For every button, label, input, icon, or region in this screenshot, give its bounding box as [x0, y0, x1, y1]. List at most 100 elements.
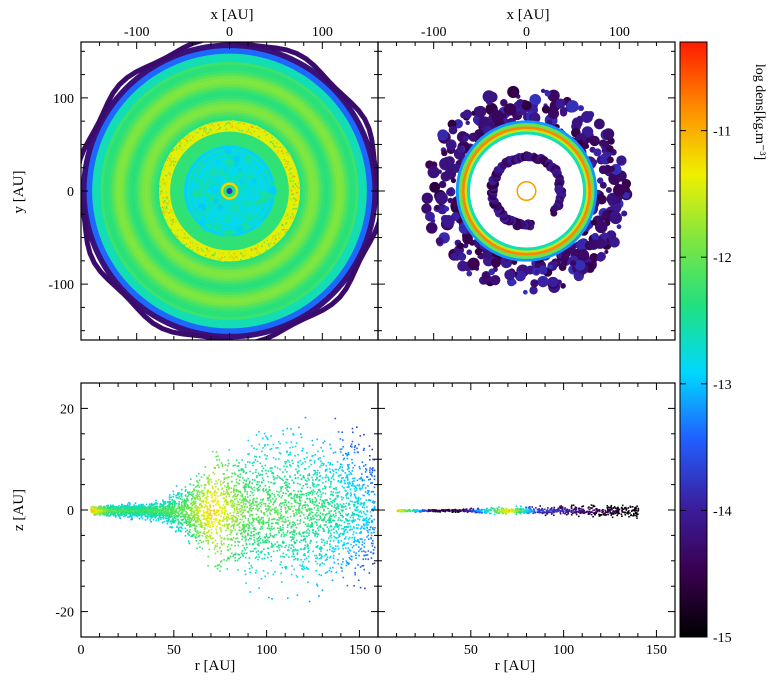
- particle: [277, 509, 279, 511]
- particle: [261, 465, 263, 468]
- cavity-clump: [221, 198, 226, 203]
- particle: [356, 479, 359, 482]
- particle: [211, 500, 213, 502]
- particle: [269, 499, 272, 501]
- ring-particle: [277, 149, 280, 152]
- particle: [263, 513, 266, 516]
- halo-clump: [622, 192, 630, 200]
- panel-bottom-left-plot: [90, 416, 376, 603]
- particle: [308, 473, 311, 475]
- cavity-clump: [199, 218, 207, 226]
- particle: [371, 469, 374, 472]
- particle: [245, 543, 248, 546]
- particle: [332, 555, 335, 557]
- particle: [329, 540, 332, 542]
- particle: [193, 489, 196, 492]
- ring-particle: [189, 237, 191, 240]
- particle: [191, 499, 193, 501]
- particle: [358, 511, 361, 513]
- particle: [203, 518, 206, 521]
- particle: [307, 549, 310, 552]
- particle: [363, 433, 365, 436]
- particle: [153, 509, 156, 512]
- particle: [370, 538, 373, 540]
- particle: [361, 478, 364, 481]
- particle: [248, 507, 251, 510]
- particle: [335, 512, 337, 514]
- particle: [255, 434, 258, 436]
- particle: [183, 498, 186, 501]
- particle: [103, 511, 105, 514]
- particle: [199, 497, 201, 500]
- particle: [267, 525, 270, 527]
- particle: [345, 547, 347, 549]
- ring-particle: [265, 136, 268, 139]
- particle: [150, 521, 152, 523]
- particle: [237, 482, 239, 485]
- particle: [114, 511, 116, 513]
- particle: [196, 547, 198, 550]
- particle: [321, 589, 324, 591]
- particle: [300, 433, 302, 435]
- particle: [266, 455, 268, 457]
- particle: [266, 437, 268, 439]
- particle: [226, 489, 228, 491]
- particle: [140, 512, 142, 514]
- particle: [293, 536, 295, 539]
- particle: [347, 547, 350, 549]
- particle: [270, 447, 273, 450]
- particle: [242, 555, 244, 557]
- particle: [301, 450, 303, 452]
- particle: [289, 465, 292, 467]
- particle: [319, 515, 322, 518]
- ring-particle: [233, 252, 236, 255]
- ring-particle: [162, 200, 165, 203]
- ring-particle: [198, 131, 201, 134]
- particle: [343, 532, 345, 534]
- particle: [209, 534, 211, 537]
- particle: [317, 458, 320, 461]
- ring-particle: [233, 257, 236, 260]
- particle: [148, 511, 151, 514]
- particle: [235, 497, 238, 500]
- ring-particle: [274, 234, 277, 237]
- particle: [106, 515, 108, 517]
- particle: [279, 442, 281, 445]
- particle: [354, 501, 357, 503]
- ring-particle: [167, 199, 170, 202]
- particle: [246, 546, 248, 549]
- particle: [245, 542, 248, 545]
- particle: [180, 526, 182, 528]
- particle: [358, 518, 361, 521]
- particle: [314, 454, 317, 456]
- ring-particle: [165, 191, 167, 194]
- particle: [207, 531, 209, 533]
- halo-clump: [577, 105, 584, 112]
- particle: [128, 513, 130, 515]
- particle: [162, 506, 164, 508]
- ring-particle: [174, 161, 177, 163]
- particle: [331, 505, 333, 507]
- ring-particle: [199, 128, 202, 131]
- particle: [210, 509, 213, 512]
- particle: [245, 486, 248, 488]
- particle: [213, 518, 215, 521]
- particle: [355, 489, 358, 491]
- halo-clump: [465, 120, 470, 126]
- particle: [301, 564, 304, 566]
- particle: [172, 517, 174, 520]
- particle: [212, 525, 214, 527]
- particle: [225, 492, 227, 494]
- particle: [315, 557, 317, 560]
- particle: [206, 499, 208, 501]
- particle: [261, 499, 264, 501]
- ring-particle: [186, 237, 189, 240]
- particle: [198, 503, 201, 505]
- particle: [243, 470, 245, 473]
- particle: [285, 511, 288, 514]
- particle: [247, 519, 250, 522]
- particle: [293, 481, 295, 484]
- particle: [156, 511, 158, 514]
- particle: [196, 536, 198, 539]
- particle: [201, 505, 203, 507]
